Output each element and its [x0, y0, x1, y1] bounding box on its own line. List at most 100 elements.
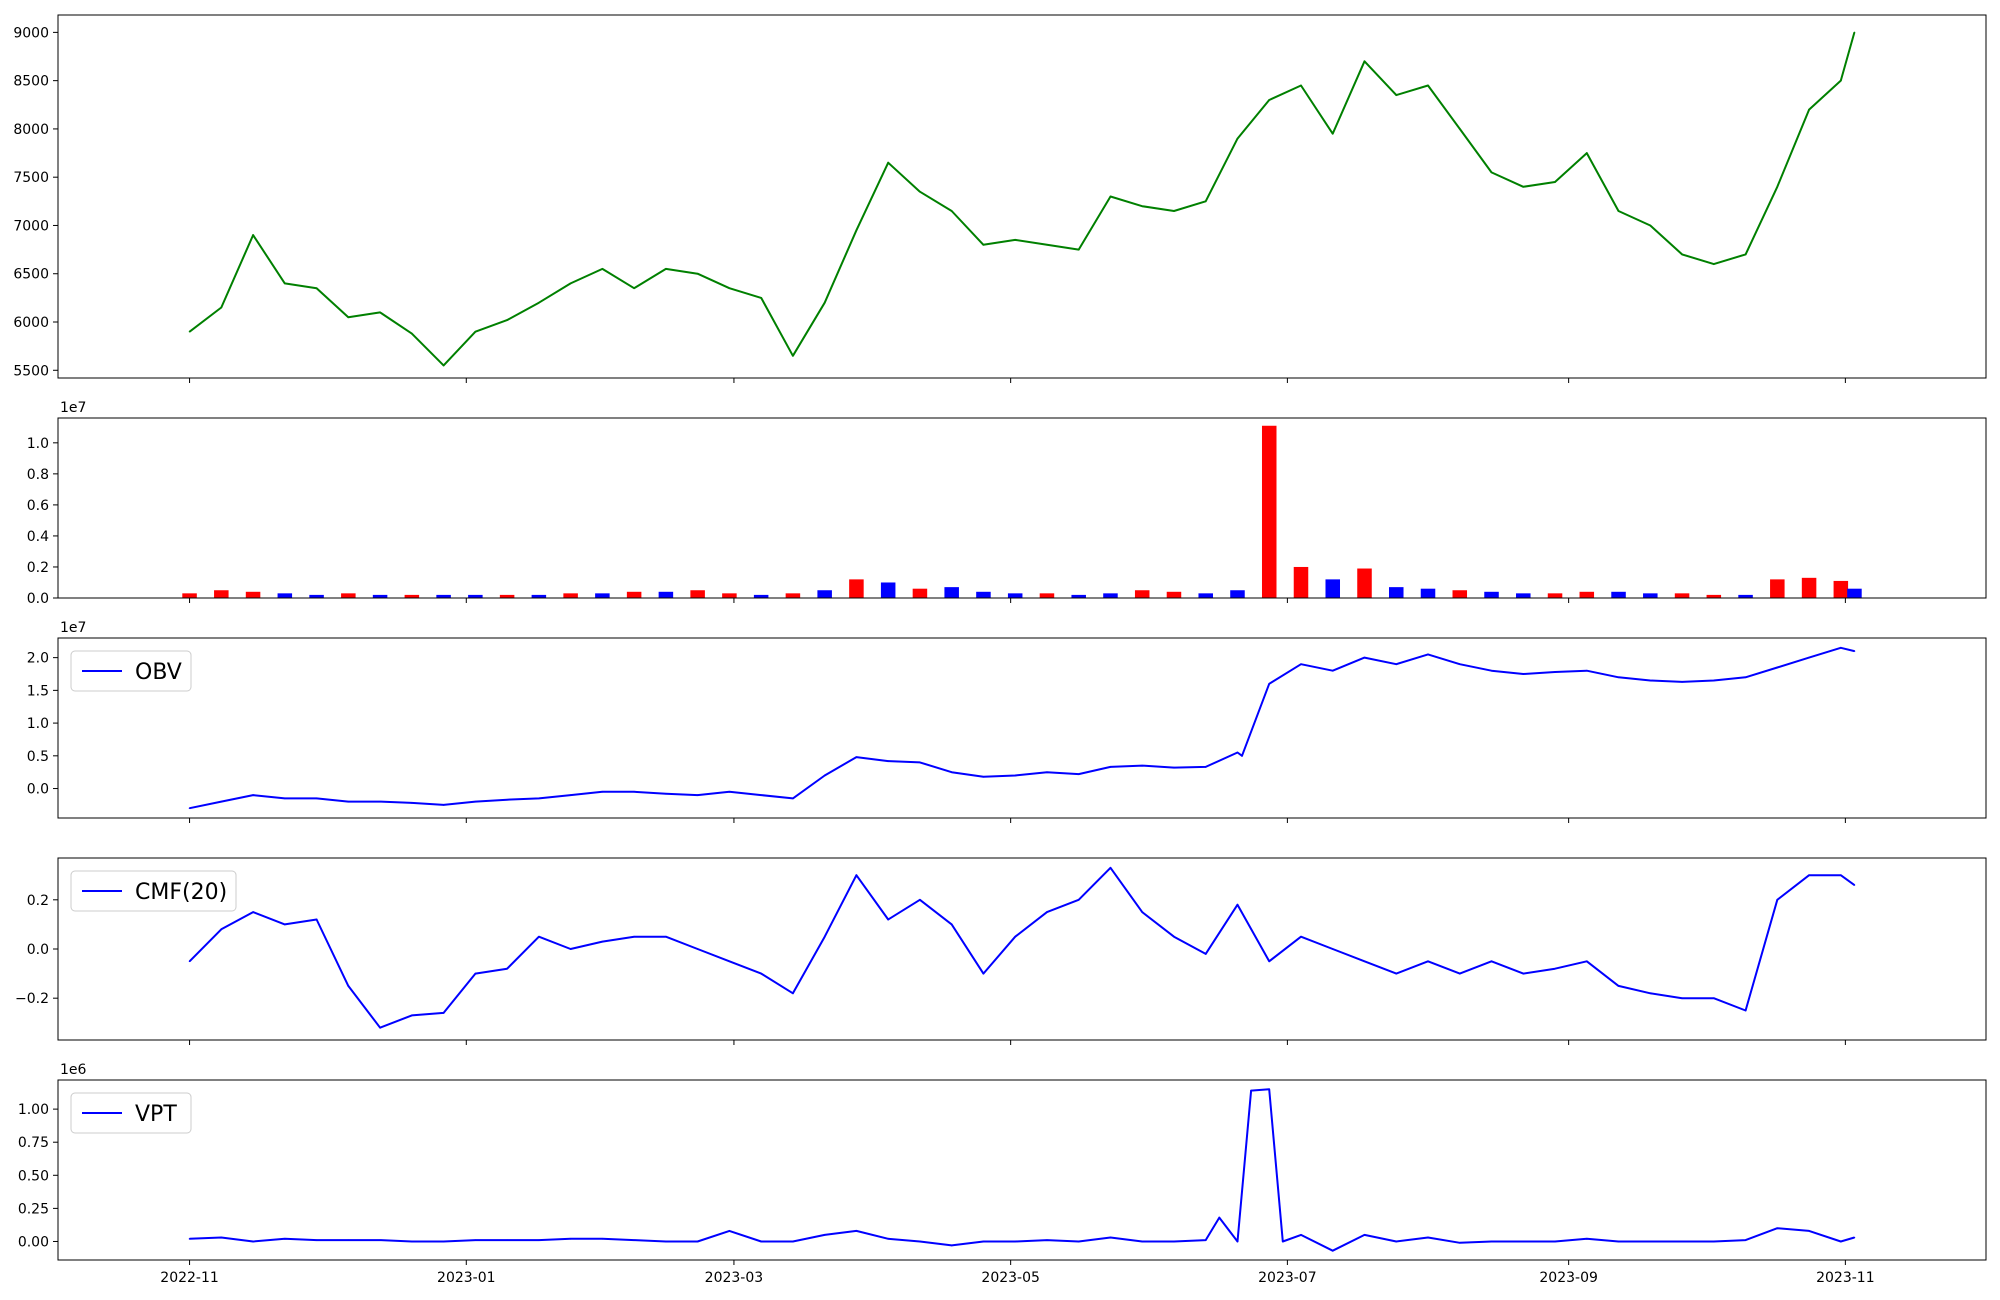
cmf-point — [411, 1014, 413, 1017]
price-point — [1776, 186, 1779, 188]
price-point — [1554, 181, 1556, 183]
price-ytick-label: 7500 — [13, 170, 49, 186]
price-point — [1395, 94, 1398, 96]
volume-bar — [1420, 588, 1436, 598]
vpt-point — [1250, 1089, 1252, 1092]
price-point — [1046, 243, 1048, 246]
vpt-point — [1109, 1236, 1112, 1239]
volume-bar — [1516, 593, 1531, 598]
obv-point — [379, 800, 381, 803]
price-point — [855, 229, 858, 232]
cmf-point — [1236, 903, 1239, 906]
vpt-point — [1617, 1240, 1620, 1243]
price-ytick-label: 9000 — [13, 25, 49, 41]
obv-point — [1808, 656, 1810, 659]
cmf-point — [252, 911, 254, 913]
vpt-point — [760, 1240, 762, 1243]
cmf-point — [1490, 960, 1493, 963]
obv-point — [1490, 669, 1493, 672]
vpt-point — [1268, 1088, 1271, 1091]
volume-bar — [1039, 593, 1055, 598]
price-ytick-label: 5500 — [13, 363, 49, 379]
volume-bar — [1007, 593, 1023, 598]
obv-point — [252, 794, 254, 796]
cmf-point — [188, 960, 191, 963]
vpt-point — [1649, 1240, 1652, 1243]
price-point — [1490, 171, 1493, 174]
vpt-point — [887, 1238, 889, 1240]
cmf-legend-label: CMF(20) — [135, 880, 227, 905]
vpt-point — [982, 1240, 985, 1243]
vpt-point — [506, 1239, 508, 1241]
volume-bar — [1833, 580, 1849, 598]
price-point — [1427, 84, 1429, 87]
obv-point — [696, 794, 699, 796]
obv-point — [188, 807, 191, 809]
obv-point — [442, 804, 445, 806]
volume-bar — [214, 590, 229, 598]
obv-panel: 0.0 0.5 1.0 1.5 2.0 1e7 OBV — [27, 620, 1987, 823]
price-point — [1173, 210, 1175, 212]
obv-point — [1141, 764, 1144, 767]
obv-point — [1014, 774, 1016, 777]
volume-bar — [245, 591, 261, 598]
price-point — [1331, 132, 1334, 135]
vpt-point — [1840, 1240, 1842, 1243]
price-ytick-label: 7000 — [13, 218, 49, 234]
obv-point — [823, 774, 826, 777]
obv-point — [1522, 673, 1525, 675]
price-point — [792, 354, 794, 357]
cmf-ytick-label: 0.2 — [27, 893, 49, 909]
cmf-point — [760, 972, 762, 975]
cmf-point — [284, 923, 286, 926]
obv-point — [855, 756, 858, 758]
cmf-point — [1681, 997, 1683, 999]
volume-bar — [1166, 591, 1182, 598]
cmf-point — [823, 935, 826, 938]
price-point — [1300, 84, 1302, 87]
vpt-point — [919, 1240, 921, 1243]
obv-point — [1236, 751, 1239, 754]
price-axes-frame — [57, 14, 1987, 379]
price-line — [188, 32, 1856, 367]
volume-bar — [372, 594, 388, 598]
volume-bar — [753, 594, 769, 598]
cmf-point — [1331, 948, 1334, 950]
cmf-point — [696, 948, 699, 950]
volume-bar — [341, 593, 356, 598]
obv-point — [982, 775, 985, 778]
vpt-ytick-label: 0.50 — [18, 1168, 49, 1184]
price-ytick-label: 8500 — [13, 74, 49, 90]
vpt-point — [1236, 1240, 1239, 1243]
cmf-ytick-label: −0.2 — [15, 991, 49, 1007]
vpt-point — [1554, 1240, 1556, 1243]
volume-bar — [880, 582, 896, 598]
cmf-point — [1585, 960, 1588, 963]
cmf-legend — [70, 870, 237, 912]
cmf-point — [792, 992, 794, 995]
obv-point — [284, 797, 286, 800]
vpt-ytick-label: 0.25 — [18, 1201, 49, 1217]
cmf-point — [1776, 899, 1779, 901]
price-point — [982, 243, 985, 246]
obv-point — [474, 800, 477, 803]
price-point — [1268, 99, 1271, 101]
cmf-point — [1853, 884, 1856, 886]
price-ytick-label: 6500 — [13, 267, 49, 283]
price-ytick-label: 8000 — [13, 122, 49, 138]
obv-point — [1300, 663, 1302, 665]
vpt-point — [442, 1240, 445, 1243]
price-point — [188, 330, 191, 333]
cmf-point — [1395, 972, 1398, 975]
volume-bar — [1547, 593, 1563, 598]
cmf-point — [919, 899, 921, 901]
volume-multiplier-label: 1e7 — [60, 400, 86, 416]
volume-bar — [563, 593, 578, 598]
volume-panel: 0.0 0.2 0.4 0.6 0.8 1.0 1e7 — [27, 400, 1987, 607]
obv-point — [1241, 755, 1243, 757]
obv-point — [1427, 653, 1429, 656]
obv-point — [919, 761, 921, 764]
vpt-point — [792, 1240, 794, 1243]
price-point — [1236, 137, 1239, 140]
vpt-point — [950, 1244, 953, 1247]
